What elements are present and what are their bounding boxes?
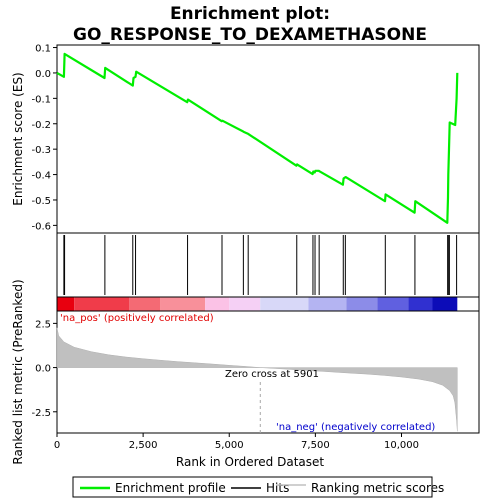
rank-ytick-label: 2.5 xyxy=(35,319,51,330)
es-ytick-label: -0.6 xyxy=(31,221,51,232)
neg-corr-label: 'na_neg' (negatively correlated) xyxy=(276,422,435,433)
heat-bar-segments xyxy=(57,297,457,311)
rank-ytick-label: 0.0 xyxy=(35,364,51,375)
legend-enrichment-label: Enrichment profile xyxy=(115,481,226,495)
x-tick-label: 2,500 xyxy=(129,440,158,451)
legend-hits-label: Hits xyxy=(266,481,289,495)
enrichment-profile-line xyxy=(57,54,457,223)
pos-corr-label: 'na_pos' (positively correlated) xyxy=(60,313,214,324)
heat-bar-segment xyxy=(432,297,457,311)
es-yticks: 0.1 0.0 -0.1 -0.2 -0.3 -0.4 -0.5 -0.6 xyxy=(31,44,57,233)
heat-bar-segment xyxy=(408,297,432,311)
x-tick-label: 7,500 xyxy=(301,440,330,451)
legend-ranking-label: Ranking metric scores xyxy=(311,481,444,495)
rank-ytick-label: -2.5 xyxy=(31,408,51,419)
heat-bar-segment xyxy=(205,297,229,311)
heat-bar-segment xyxy=(129,297,160,311)
chart-title-line-1: Enrichment plot: xyxy=(170,4,330,24)
heat-bar-segment xyxy=(74,297,129,311)
es-ytick-label: 0.1 xyxy=(35,44,51,55)
hits-panel xyxy=(57,233,479,297)
heat-bar-segment xyxy=(160,297,205,311)
rank-ylabel: Ranked list metric (PreRanked) xyxy=(11,279,25,464)
heat-bar-segment xyxy=(308,297,346,311)
es-ytick-label: -0.5 xyxy=(31,196,51,207)
es-panel: 0.1 0.0 -0.1 -0.2 -0.3 -0.4 -0.5 -0.6 Enrichmen… xyxy=(11,44,479,233)
heat-bar xyxy=(57,297,479,311)
heat-bar-segment xyxy=(57,297,74,311)
heat-bar-segment xyxy=(260,297,308,311)
x-axis: 0 2,500 5,000 7,500 10,000 xyxy=(54,433,419,451)
es-ytick-label: 0.0 xyxy=(35,69,51,80)
x-axis-label: Rank in Ordered Dataset xyxy=(176,455,324,469)
es-ytick-label: -0.3 xyxy=(31,145,51,156)
es-ylabel: Enrichment score (ES) xyxy=(11,72,25,205)
es-ytick-label: -0.1 xyxy=(31,94,51,105)
x-tick-label: 0 xyxy=(54,440,60,451)
rank-yticks: 2.5 0.0 -2.5 xyxy=(31,319,57,418)
es-ytick-label: -0.2 xyxy=(31,120,51,131)
es-ytick-label: -0.4 xyxy=(31,171,51,182)
x-tick-label: 10,000 xyxy=(384,440,419,451)
heat-bar-segment xyxy=(346,297,377,311)
heat-bar-segment xyxy=(229,297,260,311)
legend: Enrichment profile Hits Ranking metric s… xyxy=(73,477,444,497)
x-tick-label: 5,000 xyxy=(215,440,244,451)
chart-title-line-2: GO_RESPONSE_TO_DEXAMETHASONE xyxy=(73,25,427,45)
hits-panel-frame xyxy=(57,233,479,297)
heat-bar-segment xyxy=(377,297,408,311)
hit-marks xyxy=(64,235,457,295)
zero-cross-label: Zero cross at 5901 xyxy=(225,369,319,380)
